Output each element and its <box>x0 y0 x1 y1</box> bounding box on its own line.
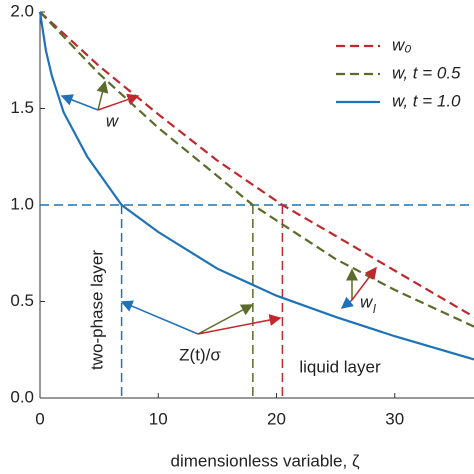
x-tick-label: 0 <box>35 409 44 428</box>
y-tick-label: 2.0 <box>10 1 34 20</box>
arrows <box>60 80 377 335</box>
x-axis-label: dimensionless variable, ζ <box>171 451 360 470</box>
series-line <box>38 11 474 361</box>
annotation: w <box>106 111 120 130</box>
y-tick-label: 1.5 <box>10 98 34 117</box>
annotation: two-phase layer <box>87 250 106 370</box>
x-tick-label: 30 <box>385 409 404 428</box>
annotation: l <box>373 302 376 316</box>
legend-label: w, t = 0.5 <box>392 63 461 82</box>
y-tick-label: 0.0 <box>10 387 34 406</box>
legend-label: w₀ <box>392 35 411 54</box>
legend-label: w, t = 1.0 <box>392 91 461 110</box>
x-tick-label: 10 <box>149 409 168 428</box>
series-line <box>39 11 474 318</box>
y-tick-label: 1.0 <box>10 194 34 213</box>
annotation: liquid layer <box>299 357 381 376</box>
annotation: w <box>360 292 374 311</box>
series-line <box>39 11 474 328</box>
annotation: Z(t)/σ <box>179 345 221 364</box>
x-tick-label: 20 <box>267 409 286 428</box>
y-tick-label: 0.5 <box>10 291 34 310</box>
